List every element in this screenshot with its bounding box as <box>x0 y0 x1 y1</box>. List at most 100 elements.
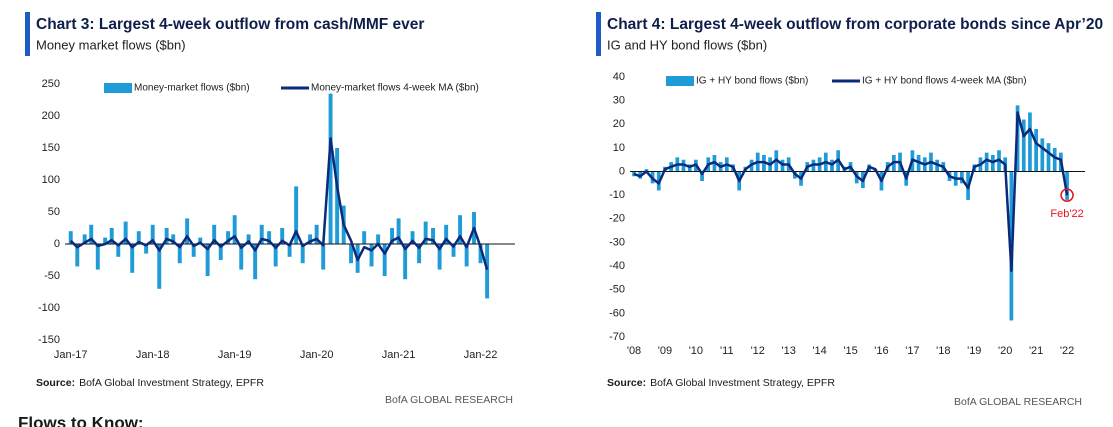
bar <box>349 244 354 264</box>
bar <box>164 228 169 244</box>
y-tick-label: -60 <box>609 307 625 319</box>
bar <box>253 244 258 280</box>
source-text: BofA Global Investment Strategy, EPFR <box>650 377 835 389</box>
x-tick-label: '13 <box>782 345 796 357</box>
bar <box>1034 129 1038 172</box>
bar <box>1028 112 1032 172</box>
bar <box>205 244 210 276</box>
bar <box>232 215 237 244</box>
y-tick-label: 150 <box>42 142 60 154</box>
bar <box>171 234 176 244</box>
bar <box>410 231 415 244</box>
x-tick-label: Jan-19 <box>218 349 252 361</box>
x-tick-label: '22 <box>1060 345 1074 357</box>
bar <box>451 244 456 257</box>
brand: BofA GLOBAL RESEARCH <box>385 394 513 406</box>
x-tick-label: '21 <box>1029 345 1043 357</box>
x-tick-label: '15 <box>843 345 857 357</box>
bar <box>478 244 483 264</box>
bar <box>68 231 73 244</box>
bar <box>376 234 381 244</box>
bar <box>103 237 108 244</box>
bar <box>130 244 135 273</box>
bar <box>485 244 490 299</box>
bar <box>396 218 401 244</box>
x-tick-label: Jan-21 <box>382 349 416 361</box>
bar <box>198 237 203 244</box>
bar <box>267 231 272 244</box>
bar <box>403 244 408 280</box>
bar <box>458 215 463 244</box>
bar <box>191 244 196 257</box>
source-label: Source: <box>36 377 75 389</box>
bar <box>218 244 223 260</box>
bar <box>95 244 100 270</box>
x-tick-label: Jan-20 <box>300 349 334 361</box>
x-tick-label: Jan-17 <box>54 349 88 361</box>
bar <box>123 221 128 244</box>
title-accent <box>25 12 30 56</box>
x-tick-label: '10 <box>689 345 703 357</box>
bar <box>116 244 121 257</box>
bar <box>226 231 231 244</box>
bar <box>246 234 251 244</box>
bar <box>300 244 305 264</box>
bar <box>464 244 469 267</box>
y-tick-label: -10 <box>609 189 625 201</box>
y-tick-label: 10 <box>613 142 625 154</box>
y-tick-label: -50 <box>609 284 625 296</box>
legend-label: Money-market flows ($bn) <box>134 83 250 94</box>
bar <box>89 224 94 244</box>
y-tick-label: 40 <box>613 71 625 83</box>
legend-label: IG + HY bond flows ($bn) <box>696 76 808 87</box>
chart-title: Chart 4: Largest 4-week outflow from cor… <box>607 16 1103 33</box>
bar <box>984 152 989 172</box>
bar <box>157 244 162 289</box>
bar <box>328 93 333 244</box>
source-label: Source: <box>607 377 646 389</box>
bar <box>431 228 435 244</box>
bar <box>1065 171 1069 200</box>
bar <box>273 244 278 267</box>
x-tick-label: Jan-18 <box>136 349 170 361</box>
bar <box>109 228 114 244</box>
y-tick-label: -30 <box>609 236 625 248</box>
y-tick-label: -20 <box>609 213 625 225</box>
bar <box>390 228 395 244</box>
source: Source: BofA Global Investment Strategy, … <box>36 377 264 389</box>
y-tick-label: 30 <box>613 95 625 107</box>
ma-line <box>69 137 489 270</box>
y-tick-label: 0 <box>54 238 60 250</box>
source-text: BofA Global Investment Strategy, EPFR <box>79 377 264 389</box>
bar <box>144 244 149 254</box>
x-tick-label: '14 <box>812 345 826 357</box>
bar <box>294 186 299 244</box>
bar <box>1040 138 1045 172</box>
bar <box>280 228 285 244</box>
bar <box>259 224 264 244</box>
x-tick-label: Jan-22 <box>464 349 498 361</box>
annotation: Feb'22 <box>1050 208 1083 220</box>
bar <box>212 224 217 244</box>
bar <box>700 171 704 181</box>
y-tick-label: 100 <box>42 174 60 186</box>
y-tick-label: -40 <box>609 260 625 272</box>
legend-swatch <box>666 76 694 86</box>
x-tick-label: '16 <box>874 345 888 357</box>
bar <box>417 244 422 264</box>
bar <box>308 234 313 244</box>
bar <box>1021 119 1026 172</box>
bar <box>314 224 319 244</box>
bar <box>362 231 367 244</box>
y-tick-label: 250 <box>42 78 60 90</box>
bar <box>177 244 182 264</box>
y-tick-label: -70 <box>609 331 625 343</box>
y-tick-label: -50 <box>44 270 60 282</box>
title-accent <box>596 12 601 56</box>
legend-label: Money-market flows 4-week MA ($bn) <box>311 83 479 94</box>
section-heading: Flows to Know: <box>18 413 144 427</box>
bar <box>150 224 155 244</box>
bar <box>335 148 340 244</box>
x-tick-label: '09 <box>658 345 672 357</box>
ma-line <box>633 111 1069 273</box>
